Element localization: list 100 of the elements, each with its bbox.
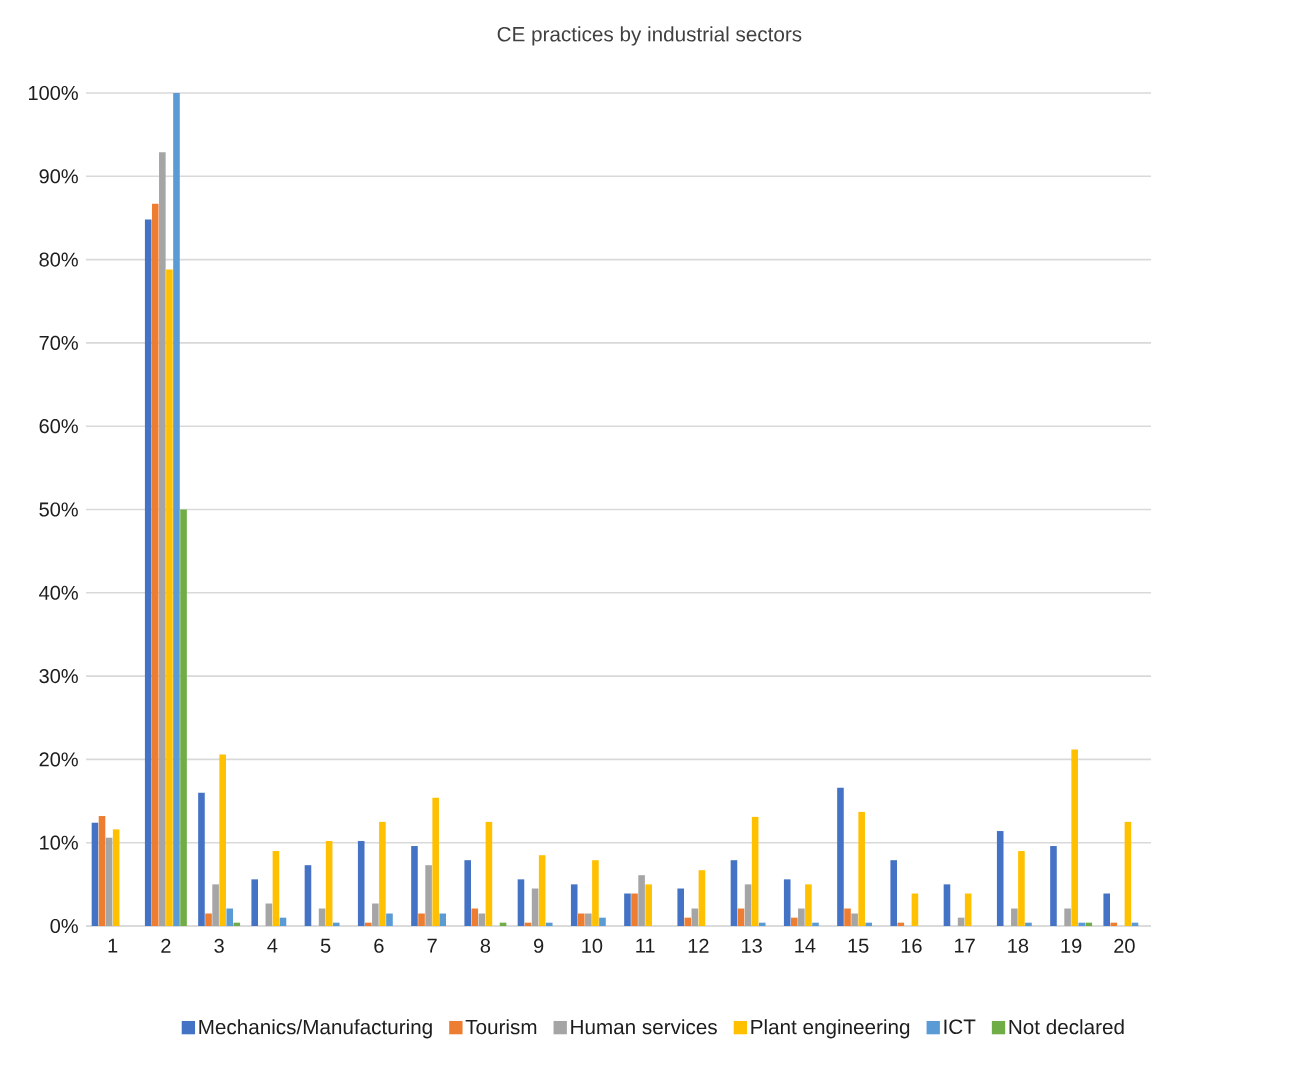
bar (517, 879, 525, 926)
x-tick-label: 1 (108, 938, 118, 953)
bar (411, 846, 418, 926)
bar (599, 917, 606, 926)
bar (798, 908, 805, 926)
bar (173, 92, 180, 926)
bar (964, 893, 972, 926)
bar (325, 841, 333, 926)
bar (577, 913, 585, 926)
bar (812, 922, 819, 926)
bar (1064, 908, 1071, 926)
x-tick-label: 9 (534, 938, 544, 953)
bar (226, 908, 234, 926)
bar (357, 841, 365, 926)
bar (851, 913, 858, 926)
bar (372, 903, 379, 926)
y-tick-label: 90% (39, 169, 78, 184)
bar (471, 908, 479, 926)
bar (159, 152, 166, 926)
x-tick-label: 14 (795, 938, 816, 953)
bar (844, 908, 851, 926)
bar (1071, 749, 1078, 926)
x-tick-label: 2 (161, 938, 171, 953)
bar (531, 888, 539, 926)
y-tick-label: 20% (39, 752, 78, 767)
bar (698, 870, 706, 926)
y-tick-label: 80% (39, 252, 78, 267)
bar (677, 888, 685, 926)
bar (112, 829, 120, 926)
y-tick-label: 30% (39, 669, 78, 684)
x-tick-label: 15 (848, 938, 869, 953)
legend-label: Plant engineering (751, 1019, 910, 1039)
bar (1011, 908, 1018, 926)
bar (751, 816, 759, 926)
legend-label: ICT (944, 1019, 976, 1035)
y-tick-label: 10% (40, 835, 78, 850)
legend-label: Human services (571, 1019, 717, 1035)
bar (98, 816, 106, 926)
bar (439, 913, 447, 926)
bar (105, 837, 113, 926)
bar (592, 860, 599, 926)
y-tick-label: 60% (39, 419, 78, 434)
x-tick-label: 7 (427, 938, 437, 953)
bar (638, 875, 645, 926)
x-tick-label: 13 (742, 938, 762, 953)
bar (251, 879, 259, 926)
bar (911, 893, 919, 926)
chart-title: CE practices by industrial sectors (497, 26, 802, 46)
bar (180, 509, 187, 926)
bar (379, 821, 386, 926)
legend-label: Mechanics/Manufacturing (199, 1019, 432, 1039)
bar (233, 922, 241, 926)
bar (1078, 922, 1086, 926)
bar (166, 269, 173, 926)
bar (1025, 922, 1032, 926)
bar (219, 754, 226, 926)
bar (858, 811, 865, 926)
x-tick-label: 8 (480, 938, 491, 953)
y-tick-label: 70% (39, 335, 78, 350)
bar (570, 884, 578, 926)
bar (1110, 922, 1118, 926)
bar (538, 855, 546, 926)
bar (805, 884, 812, 926)
bar (304, 865, 312, 926)
bar (332, 922, 340, 926)
bar (837, 787, 844, 926)
x-tick-label: 20 (1114, 938, 1135, 953)
x-tick-label: 12 (688, 938, 709, 953)
x-tick-label: 19 (1061, 938, 1082, 953)
x-tick-label: 4 (267, 938, 278, 953)
bar (91, 822, 99, 926)
x-tick-label: 10 (582, 938, 603, 953)
bar (890, 860, 898, 926)
x-tick-label: 6 (374, 938, 384, 953)
bar (144, 219, 152, 926)
bar (151, 203, 159, 926)
y-tick-label: 40% (39, 585, 78, 600)
bar (432, 797, 439, 926)
bar (730, 860, 738, 926)
bar (272, 851, 280, 926)
bar (545, 922, 553, 926)
bar (464, 860, 472, 926)
bar (865, 922, 873, 926)
y-tick-label: 50% (39, 502, 78, 517)
bar (790, 917, 798, 926)
bar (758, 922, 766, 926)
bar (631, 893, 638, 926)
bar (1050, 846, 1057, 926)
bar (783, 879, 791, 926)
bar (897, 922, 905, 926)
x-tick-label: 17 (955, 938, 975, 953)
bar (744, 884, 752, 926)
bar (1018, 851, 1025, 926)
x-tick-label: 11 (636, 938, 655, 953)
bar (585, 913, 592, 926)
bar (1103, 893, 1111, 926)
bar (1124, 821, 1132, 926)
bar (425, 865, 432, 926)
x-tick-label: 18 (1008, 938, 1029, 953)
legend-label: Tourism (465, 1019, 537, 1035)
